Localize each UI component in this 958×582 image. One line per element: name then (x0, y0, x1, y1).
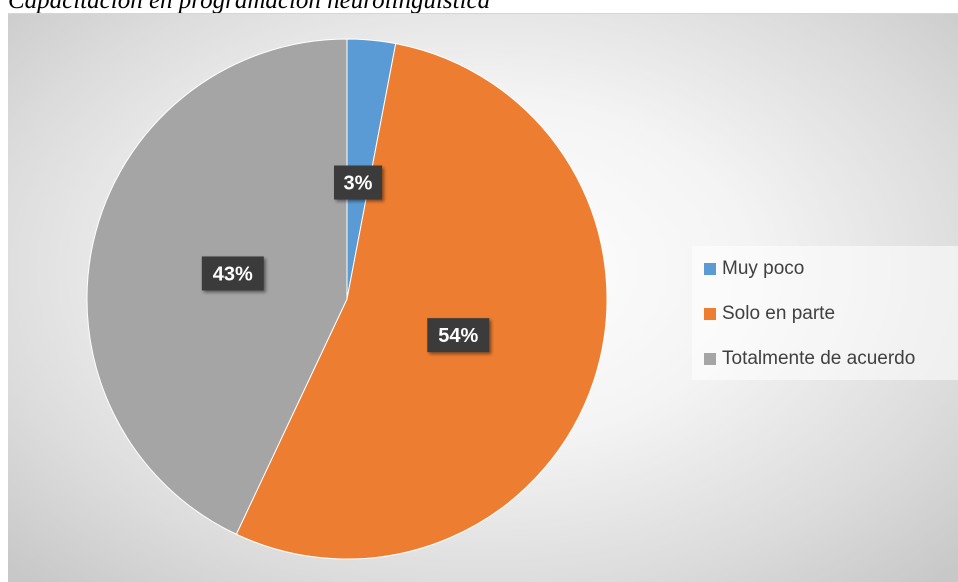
data-label-solo-en-parte: 54% (427, 318, 490, 353)
data-label-muy-poco: 3% (334, 165, 383, 200)
data-label-totalmente-de-acuerdo: 43% (201, 256, 264, 291)
legend-item-muy-poco: Muy poco (704, 256, 804, 282)
pie-chart: 3% 54% 43% (86, 38, 608, 560)
legend-item-totalmente-de-acuerdo: Totalmente de acuerdo (704, 346, 915, 372)
data-label-box-muy-poco (334, 165, 383, 200)
data-label-text-muy-poco: 3% (344, 173, 373, 195)
data-label-box-totalmente-de-acuerdo (201, 256, 264, 291)
chart-legend: Muy poco Solo en parte Totalmente de acu… (692, 246, 958, 380)
figure-caption: Capacitación en programación neurolingüí… (8, 0, 491, 14)
legend-swatch-totalmente-de-acuerdo (704, 353, 716, 365)
data-label-text-solo-en-parte: 54% (438, 325, 478, 347)
pie-slice-solo-en-parte (235, 43, 608, 560)
legend-item-solo-en-parte: Solo en parte (704, 301, 835, 327)
legend-label-solo-en-parte: Solo en parte (722, 303, 836, 324)
legend-label-totalmente-de-acuerdo: Totalmente de acuerdo (722, 348, 916, 369)
legend-swatch-muy-poco (704, 263, 716, 275)
chart-area: 3% 54% 43% Muy poco Solo en parte Totalmen… (8, 13, 958, 582)
data-label-text-totalmente-de-acuerdo: 43% (213, 263, 253, 285)
data-label-box-solo-en-parte (427, 318, 490, 353)
legend-label-muy-poco: Muy poco (722, 258, 805, 279)
legend-swatch-solo-en-parte (704, 308, 716, 320)
